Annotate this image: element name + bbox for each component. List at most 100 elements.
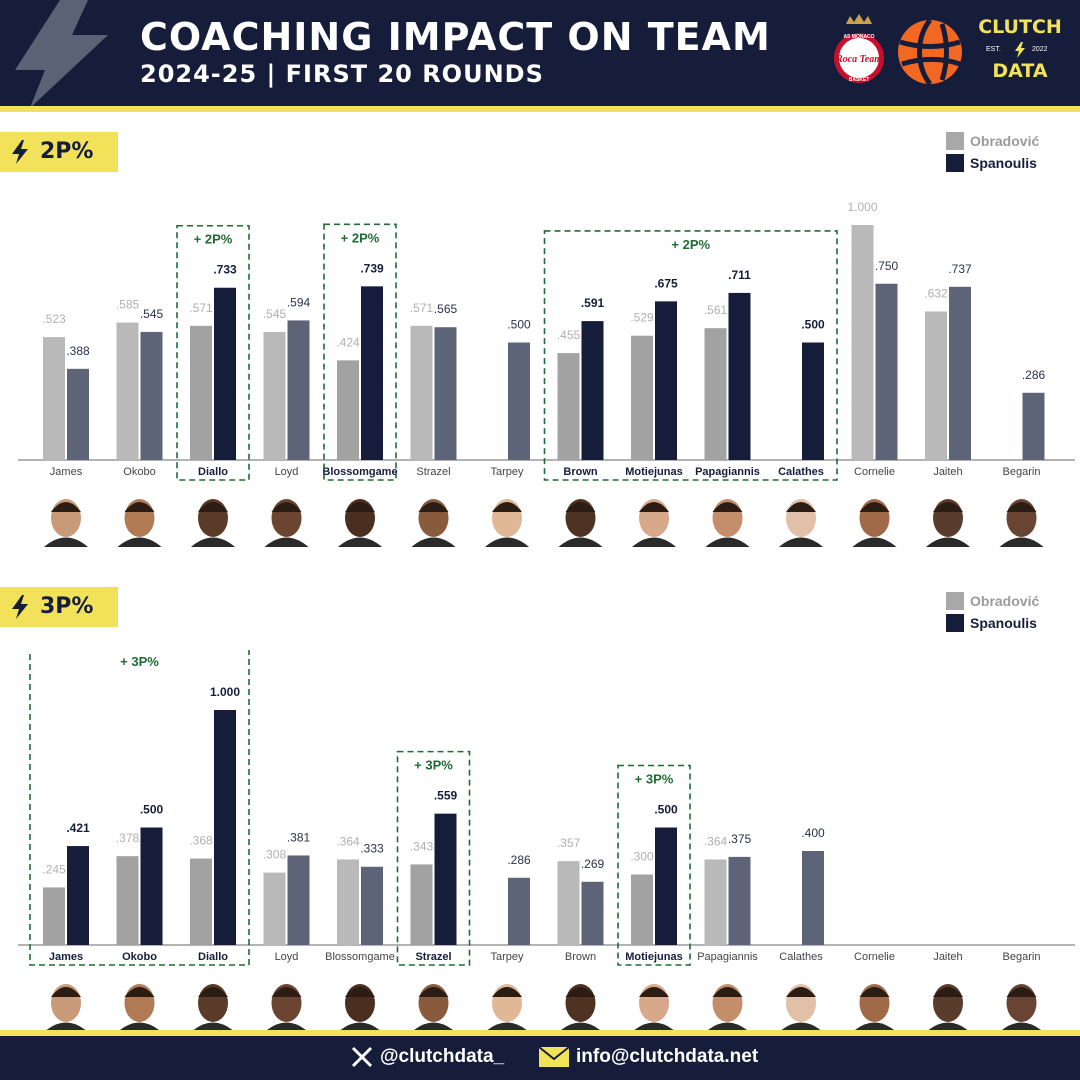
footer-accent-stripe (0, 1030, 1080, 1036)
category-label: Blossomgame (325, 951, 395, 963)
page-title: COACHING IMPACT ON TEAM (140, 15, 771, 59)
bar-obradovic (337, 360, 359, 460)
value-label-obradovic: .300 (630, 850, 654, 864)
player-group: Cornelie (854, 951, 895, 1030)
player-headshot-icon (852, 499, 897, 547)
contact-email[interactable]: info@clutchdata.net (576, 1046, 759, 1067)
value-label-obradovic: .571 (410, 301, 434, 315)
player-headshot-icon (191, 499, 235, 547)
category-label: James (49, 951, 83, 963)
brand-top: CLUTCH (978, 16, 1062, 38)
highlight-label: + 2P% (671, 237, 710, 252)
value-label-spanoulis: .381 (287, 830, 311, 844)
page-subtitle: 2024-25 | FIRST 20 ROUNDS (140, 60, 544, 88)
value-label-spanoulis: .286 (507, 853, 531, 867)
player-group: .245 .421 James (42, 821, 90, 1030)
player-headshot-icon (117, 499, 162, 547)
player-headshot-icon (634, 984, 674, 1030)
value-label-obradovic: .523 (42, 312, 66, 326)
header-accent-stripe (0, 106, 1080, 112)
player-group: .364.333 Blossomgame (325, 834, 395, 1030)
category-label: Loyd (275, 466, 299, 478)
bar-obradovic (410, 325, 433, 460)
bar-spanoulis (434, 813, 457, 945)
player-group: .364.375 Papagiannis (697, 832, 758, 1030)
bar-spanoulis (140, 827, 163, 945)
player-group: .561 .711 Papagiannis (695, 268, 760, 547)
chart-3p: .245.421James.378.500Okobo.3681.000Diall… (18, 650, 1075, 1030)
value-label-obradovic: .571 (189, 301, 213, 315)
bar-spanoulis (508, 342, 530, 460)
bar-spanoulis (655, 301, 677, 460)
category-label: Tarpey (490, 466, 524, 478)
bar-obradovic (263, 872, 286, 945)
bar-spanoulis (802, 851, 824, 945)
highlight-box (396, 750, 471, 966)
category-label: Motiejunas (625, 466, 682, 478)
category-label: Begarin (1003, 951, 1041, 963)
player-headshot-icon (708, 984, 747, 1030)
value-label-spanoulis: .739 (360, 261, 384, 275)
section-label-text: 3P% (40, 594, 94, 619)
player-headshot-icon (46, 984, 86, 1030)
category-label: Diallo (198, 466, 228, 478)
chart-2p: .523.388James.585.545Okobo.571.733Diallo… (18, 200, 1075, 547)
category-label: Calathes (779, 951, 823, 963)
value-label-spanoulis: .591 (581, 296, 605, 310)
value-label-spanoulis: .565 (434, 302, 458, 316)
highlight-box (323, 223, 397, 481)
category-label: Strazel (415, 951, 451, 963)
bar-spanoulis (140, 331, 163, 460)
category-label: Tarpey (490, 951, 524, 963)
header-banner: COACHING IMPACT ON TEAM 2024-25 | FIRST … (0, 0, 1080, 108)
player-group: .529 .675 Motiejunas (625, 276, 683, 547)
player-headshot-icon (267, 984, 306, 1030)
player-group: .300 .500 Motiejunas (625, 803, 683, 1030)
bar-obradovic (43, 887, 65, 945)
euroleague-logo (898, 18, 962, 86)
value-label-spanoulis: .737 (948, 262, 972, 276)
bar-spanoulis (361, 866, 383, 945)
brand-est: EST. (986, 46, 1001, 53)
team-logo-text: Roca Team (835, 54, 882, 65)
bar-spanoulis (802, 342, 824, 460)
bar-spanoulis (1022, 392, 1045, 460)
player-headshot-icon (120, 984, 159, 1030)
envelope-icon (538, 1046, 570, 1067)
team-logo-arc: AS MONACO (843, 34, 874, 40)
player-headshot-icon (561, 984, 600, 1030)
bar-spanoulis (361, 286, 383, 460)
bar-obradovic (190, 858, 212, 945)
category-label: Cornelie (854, 951, 895, 963)
value-label-spanoulis: .500 (801, 318, 825, 332)
legend-label: Obradović (970, 133, 1040, 149)
player-group: .500 Calathes (778, 318, 825, 547)
twitter-handle[interactable]: @clutchdata_ (380, 1046, 505, 1067)
legend-label: Spanoulis (970, 155, 1037, 171)
bar-obradovic (631, 874, 653, 945)
lightning-bolt-icon (15, 0, 108, 108)
value-label-spanoulis: .711 (728, 268, 751, 282)
category-label: Strazel (416, 466, 450, 478)
value-label-obradovic: .368 (189, 834, 213, 848)
highlight-label: + 2P% (194, 232, 233, 247)
value-label-spanoulis: 1.000 (210, 685, 240, 699)
bar-spanoulis (581, 881, 604, 945)
lightning-bolt-icon (1015, 42, 1025, 58)
player-group: .424 .739 Blossomgame (322, 261, 398, 547)
player-group: Jaiteh (928, 951, 968, 1030)
value-label-spanoulis: .750 (875, 259, 899, 273)
highlight-box (617, 764, 691, 966)
bar-spanoulis (875, 283, 898, 460)
value-label-spanoulis: .400 (801, 826, 825, 840)
bar-spanoulis (728, 292, 751, 460)
bar-spanoulis (214, 287, 236, 460)
legend-swatch (946, 132, 964, 150)
value-label-spanoulis: .421 (66, 821, 90, 835)
player-group: .632.737 Jaiteh (924, 262, 972, 547)
category-label: Brown (565, 951, 596, 963)
bar-obradovic (557, 861, 580, 945)
value-label-spanoulis: .733 (213, 263, 237, 277)
bar-obradovic (116, 856, 139, 945)
category-label: Papagiannis (695, 466, 760, 478)
